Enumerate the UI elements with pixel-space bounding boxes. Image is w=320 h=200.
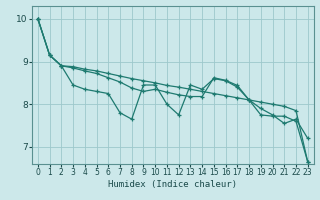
X-axis label: Humidex (Indice chaleur): Humidex (Indice chaleur) bbox=[108, 180, 237, 189]
